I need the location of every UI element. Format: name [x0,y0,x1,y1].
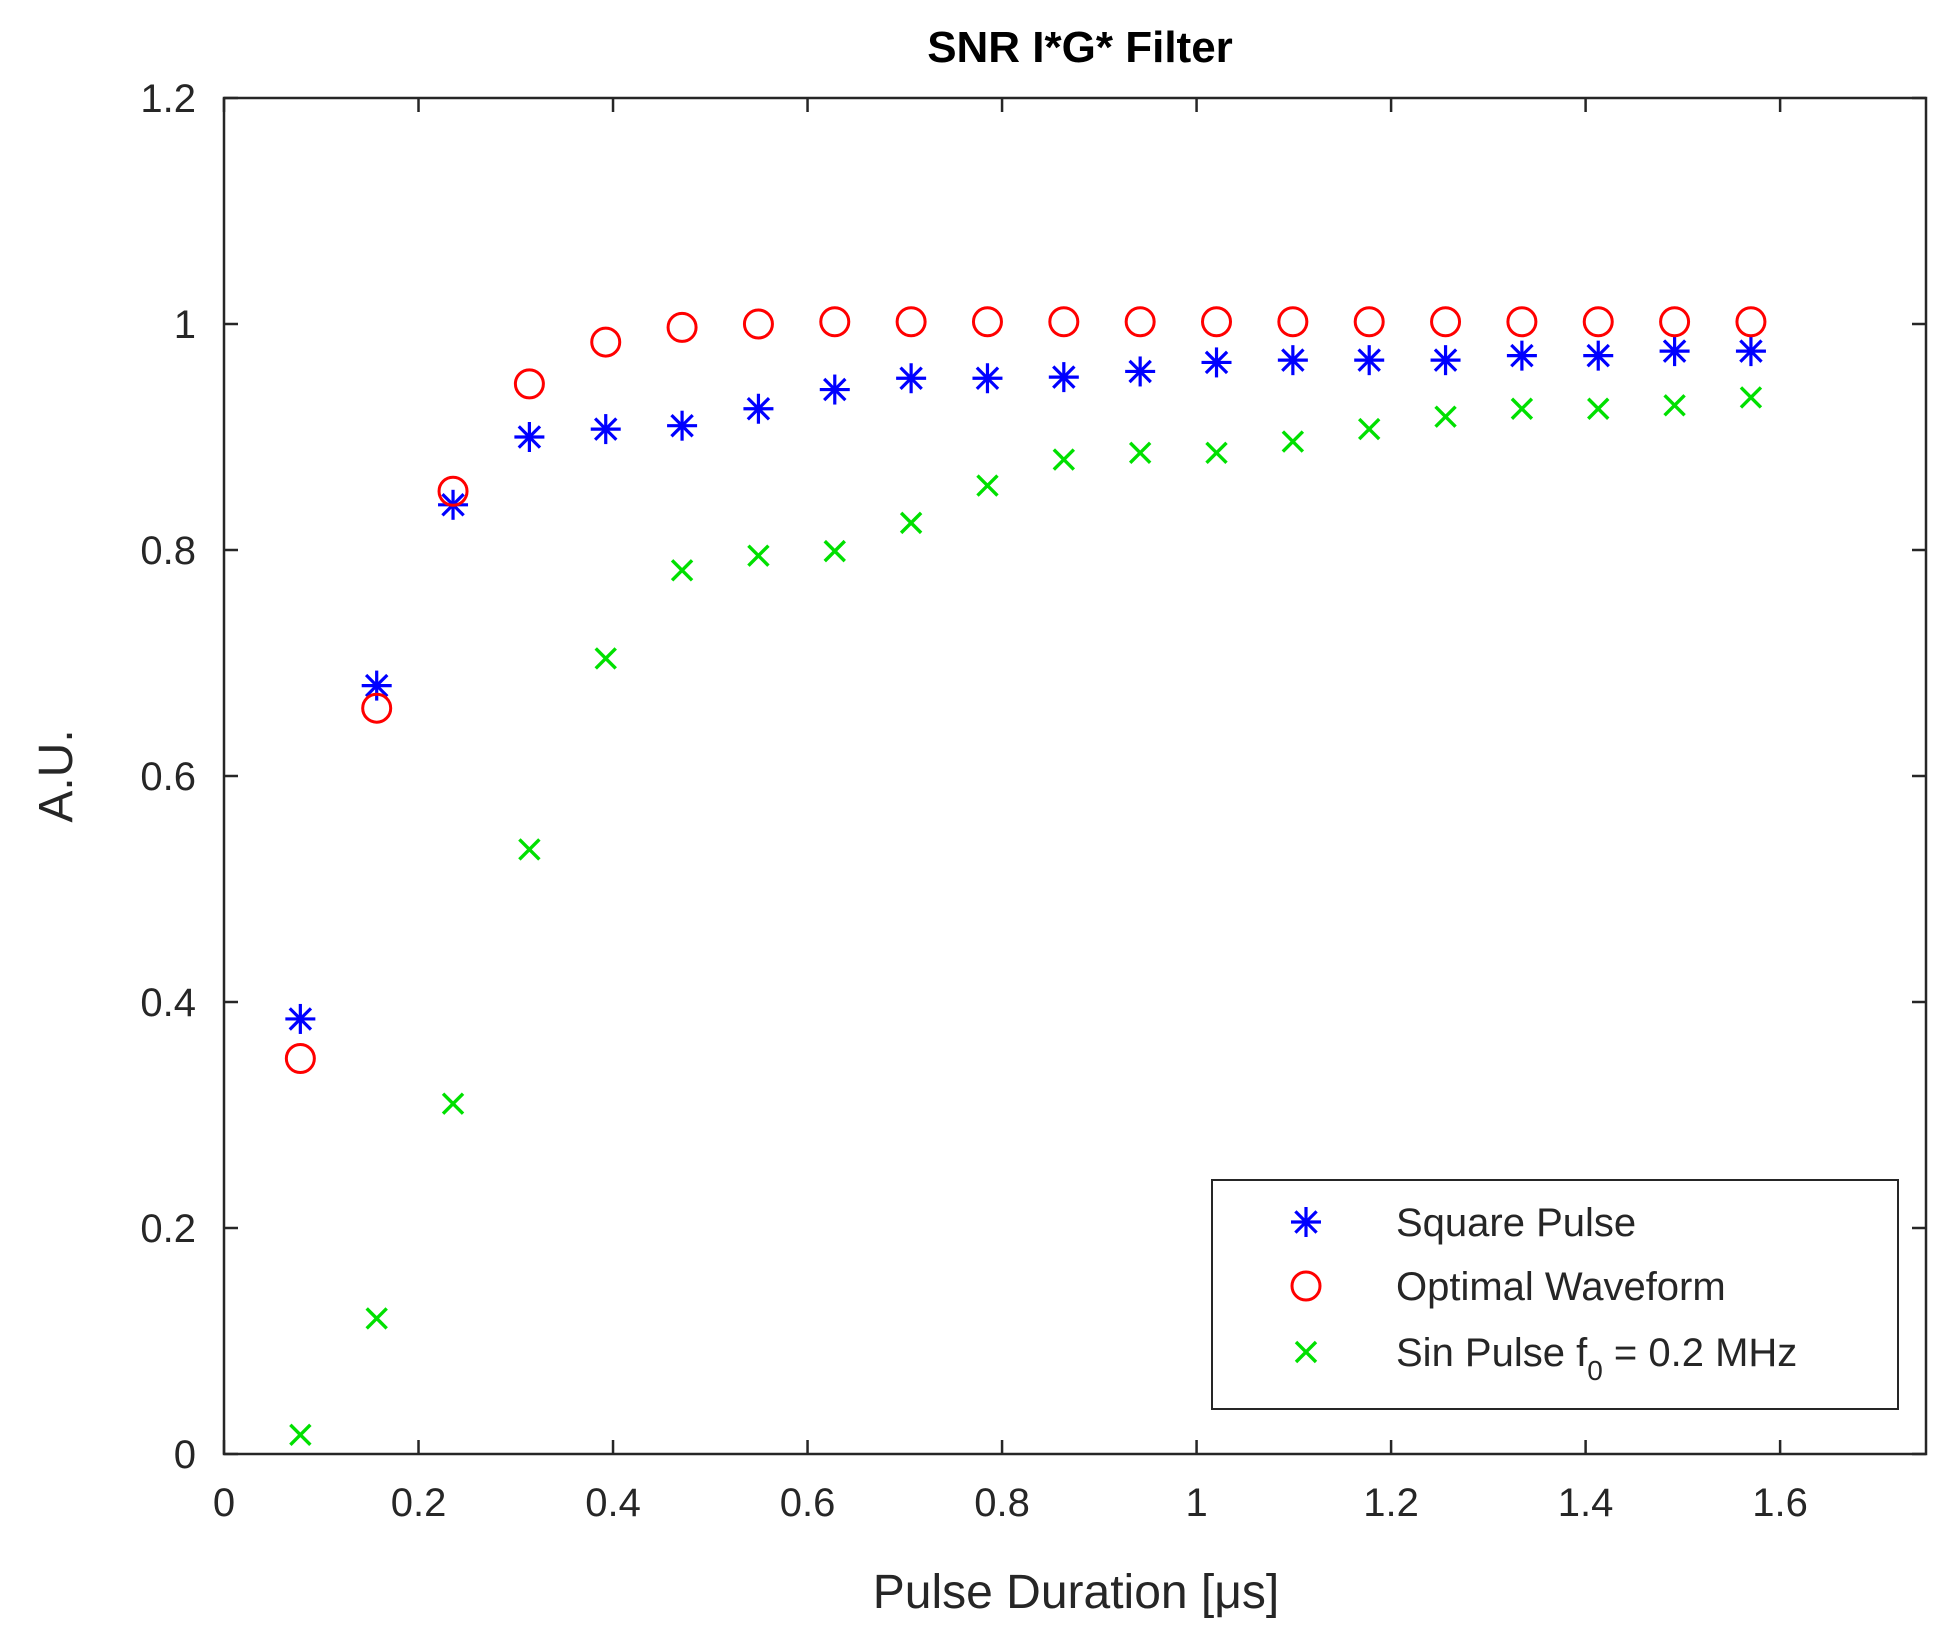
legend: Square Pulse Optimal Waveform Sin Pulse … [1211,1179,1899,1410]
point-asterisk-0-11 [1125,356,1156,387]
point-x-2-8 [899,511,923,535]
point-x-2-4 [594,647,617,670]
point-asterisk-0-5 [667,410,698,441]
point-asterisk-0-7 [819,374,850,405]
point-x-2-9 [976,474,999,497]
point-asterisk-0-15 [1430,345,1461,376]
point-circle-1-3 [513,368,545,400]
point-circle-1-5 [666,311,698,343]
point-x-2-3 [518,838,541,861]
x-tick-label: 0 [213,1481,235,1525]
y-tick-label: 0.2 [140,1207,196,1251]
point-circle-1-17 [1582,306,1614,338]
point-x-2-2 [441,1092,465,1115]
point-x-2-7 [823,539,846,563]
y-tick-label: 0.8 [140,529,196,573]
point-circle-1-10 [1048,306,1080,338]
x-tick-label: 0.8 [974,1481,1030,1525]
point-x-2-11 [1128,441,1152,465]
point-circle-1-9 [971,306,1003,338]
x-tick-label: 1.4 [1558,1481,1614,1525]
point-x-2-12 [1205,441,1228,465]
point-x-2-18 [1663,394,1686,417]
point-asterisk-0-10 [1048,362,1079,393]
point-circle-1-15 [1430,306,1462,338]
legend-marker-asterisk [1291,1207,1321,1237]
point-asterisk-0-1 [361,670,392,701]
point-x-2-17 [1587,397,1610,420]
point-asterisk-0-9 [972,363,1003,394]
point-x-2-15 [1434,405,1457,428]
point-x-2-19 [1739,386,1763,409]
point-circle-1-0 [284,1043,316,1074]
legend-marker-x [1294,1340,1318,1364]
point-circle-1-18 [1659,306,1691,338]
point-circle-1-1 [361,692,393,724]
point-asterisk-0-0 [285,1003,316,1034]
y-tick-label: 0.4 [140,981,196,1025]
point-asterisk-0-17 [1583,340,1614,371]
legend-label-sin-pulse-suffix: = 0.2 MHz [1603,1331,1798,1375]
point-x-2-10 [1052,448,1076,471]
legend-label-optimal-waveform: Optimal Waveform [1396,1265,1726,1309]
x-tick-label: 1 [1185,1481,1207,1525]
point-x-2-6 [747,544,770,567]
point-circle-1-8 [895,306,927,338]
point-circle-1-12 [1201,306,1233,338]
point-asterisk-0-4 [590,414,621,445]
point-asterisk-0-18 [1659,336,1690,367]
point-circle-1-4 [590,326,622,358]
point-asterisk-0-13 [1277,345,1308,376]
legend-label-square-pulse: Square Pulse [1396,1201,1636,1245]
legend-label-sin-pulse-subscript: 0 [1587,1355,1603,1386]
legend-label-sin-pulse-name: Sin Pulse f [1396,1331,1588,1375]
y-tick-label: 0.6 [140,755,196,799]
point-asterisk-0-6 [743,393,774,424]
point-x-2-5 [670,559,694,582]
data-marks [284,306,1767,1446]
legend-marker-circle [1290,1270,1322,1302]
x-tick-label: 1.6 [1752,1481,1808,1525]
point-circle-1-6 [742,308,774,340]
y-tick-label: 1 [174,303,196,347]
point-x-2-13 [1281,430,1305,453]
point-circle-1-19 [1735,306,1767,338]
point-asterisk-0-14 [1354,345,1385,376]
legend-markers [1290,1207,1322,1364]
x-axis-label: Pulse Duration [μs] [873,1566,1280,1619]
point-circle-1-11 [1124,306,1156,338]
point-circle-1-2 [437,475,469,507]
x-tick-label: 1.2 [1363,1481,1419,1525]
point-circle-1-7 [819,306,851,338]
point-asterisk-0-3 [514,422,545,452]
x-tick-label: 0.2 [391,1481,447,1525]
point-asterisk-0-12 [1201,347,1232,378]
legend-box [1211,1179,1899,1410]
y-axis-label: A.U. [30,729,83,822]
axis-ticks: 0 0.2 0.4 0.6 0.8 1 1.2 1.4 1.6 0 0.2 0.4 0.6 0.8 1 1.2 [140,77,1926,1525]
point-circle-1-14 [1353,306,1385,338]
y-tick-label: 1.2 [140,77,196,121]
point-x-2-0 [289,1423,312,1446]
point-x-2-14 [1358,417,1381,441]
x-tick-label: 0.4 [585,1481,641,1525]
point-circle-1-16 [1506,306,1538,338]
point-asterisk-0-19 [1735,336,1766,367]
chart-title: SNR I*G* Filter [927,23,1233,72]
legend-label-sin-pulse: Sin Pulse f0 = 0.2 MHz [1396,1331,1797,1386]
x-tick-label: 0.6 [780,1481,836,1525]
point-x-2-1 [365,1307,388,1330]
point-x-2-16 [1510,397,1534,420]
point-asterisk-0-16 [1506,340,1537,371]
point-asterisk-0-8 [896,363,927,394]
point-circle-1-13 [1277,306,1309,338]
y-tick-label: 0 [174,1433,196,1477]
